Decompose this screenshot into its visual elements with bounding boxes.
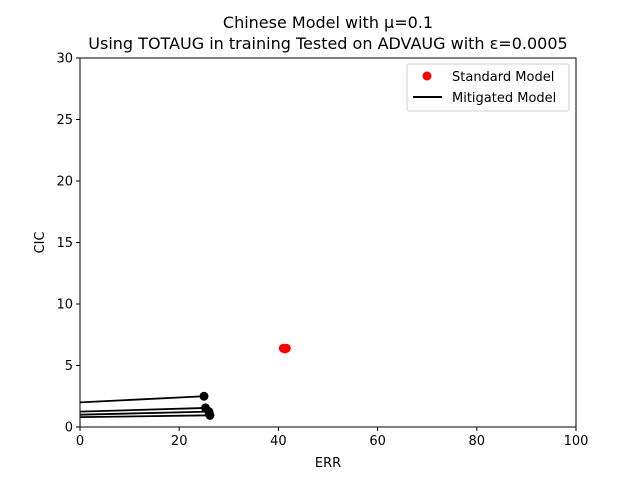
mitigated-model-line xyxy=(79,395,205,404)
mitigated-model-line xyxy=(79,410,209,416)
mitigated-model-point xyxy=(199,391,209,401)
x-tick-label: 80 xyxy=(469,434,486,449)
legend: Standard Model Mitigated Model xyxy=(406,63,570,112)
plot-area xyxy=(79,343,291,420)
x-tick-label: 20 xyxy=(171,434,188,449)
legend-box xyxy=(406,63,570,112)
mitigated-model-line xyxy=(79,414,210,419)
mitigated-model-line xyxy=(79,407,206,413)
legend-mitigated-label: Mitigated Model xyxy=(452,91,556,106)
x-tick-label: 60 xyxy=(369,434,386,449)
x-axis-label: ERR xyxy=(315,456,341,471)
mitigated-model-point xyxy=(205,410,215,420)
x-tick-label: 0 xyxy=(76,434,84,449)
x-tick-label: 100 xyxy=(564,434,589,449)
plot-frame xyxy=(79,57,577,428)
legend-standard-marker xyxy=(422,71,432,81)
standard-model-point xyxy=(280,344,290,354)
y-tick-label: 10 xyxy=(56,298,73,313)
x-tick-label: 40 xyxy=(270,434,287,449)
y-tick-label: 0 xyxy=(65,421,73,436)
y-tick-label: 5 xyxy=(65,359,73,374)
legend-standard-label: Standard Model xyxy=(452,70,554,85)
x-axis-ticks: 0 20 40 60 80 100 xyxy=(76,427,589,449)
y-tick-label: 15 xyxy=(56,236,73,251)
chart-title-line2: Using TOTAUG in training Tested on ADVAU… xyxy=(88,34,567,53)
y-axis-label: CIC xyxy=(33,232,48,254)
y-tick-label: 25 xyxy=(56,113,73,128)
y-tick-label: 30 xyxy=(56,52,73,67)
y-axis-ticks: 0 5 10 15 20 25 30 xyxy=(56,52,80,436)
y-tick-label: 20 xyxy=(56,175,73,190)
chart-title-line1: Chinese Model with μ=0.1 xyxy=(223,13,433,32)
